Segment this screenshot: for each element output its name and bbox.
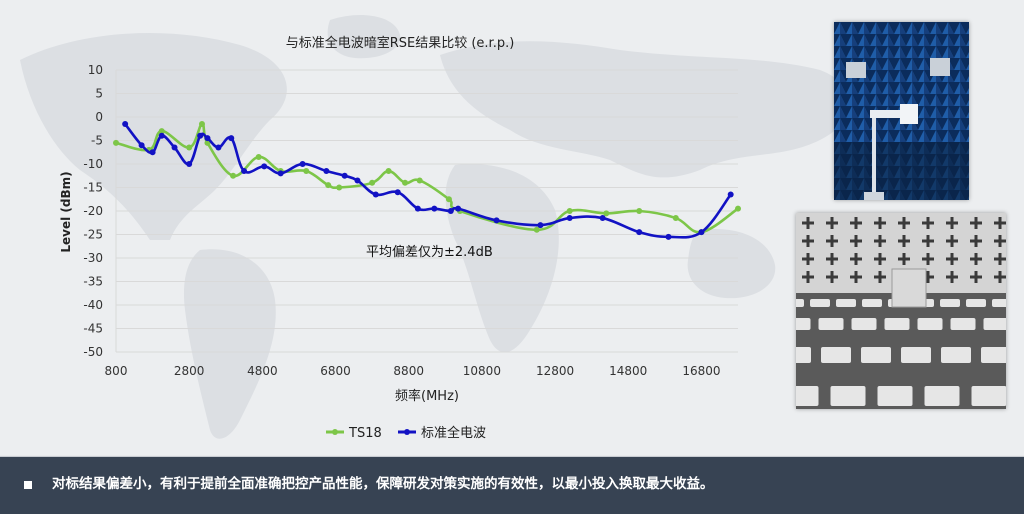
y-tick-label: -40 <box>83 298 103 312</box>
data-point-ts18 <box>402 179 409 186</box>
data-point-ts18 <box>336 184 343 191</box>
data-point-ts18 <box>735 205 741 212</box>
legend-label-ts18: TS18 <box>348 426 382 441</box>
data-point-standard <box>299 161 306 167</box>
data-point-ts18 <box>113 139 119 146</box>
x-axis-ticks: 800 2800 4800 6800 8800 10800 12800 14800 16800 <box>105 364 721 378</box>
series-line-standard <box>124 123 732 239</box>
data-point-standard <box>277 170 284 177</box>
data-point-standard <box>537 222 544 229</box>
anechoic-chamber-photo <box>834 22 969 200</box>
data-point-ts18 <box>636 208 643 214</box>
data-point-ts18 <box>445 196 452 203</box>
y-axis-ticks: 10 5 0 -5 -10 -15 -20 -25 -30 -35 -40 -45 -50 <box>83 63 103 359</box>
data-point-ts18 <box>230 172 237 179</box>
x-tick-label: 8800 <box>393 364 424 378</box>
y-tick-label: 10 <box>88 63 103 77</box>
y-tick-label: -25 <box>83 228 103 242</box>
data-point-ts18 <box>369 179 376 186</box>
data-point-standard <box>171 144 178 151</box>
data-point-standard <box>414 205 421 212</box>
data-point-standard <box>493 217 500 224</box>
x-axis-label: 频率(MHz) <box>395 388 459 404</box>
data-point-standard <box>204 135 211 142</box>
data-point-standard <box>455 205 462 212</box>
footer-text: 对标结果偏差小，有利于提前全面准确把控产品性能，保障研发对策实施的有效性，以最小… <box>52 476 714 492</box>
chart-legend: TS18 标准全电波 <box>326 425 486 441</box>
data-point-standard <box>138 142 145 149</box>
data-point-standard <box>447 208 454 214</box>
data-point-ts18 <box>672 215 679 222</box>
y-tick-label: -35 <box>83 275 103 289</box>
data-point-standard <box>599 215 606 222</box>
data-point-standard <box>228 135 235 142</box>
y-tick-label: -45 <box>83 322 103 336</box>
data-point-standard <box>698 229 705 236</box>
data-point-standard <box>636 229 643 236</box>
legend-label-standard: 标准全电波 <box>421 425 486 441</box>
data-point-standard <box>431 205 438 212</box>
data-point-ts18 <box>533 226 540 233</box>
data-point-standard <box>261 163 268 170</box>
footer-bar: 对标结果偏差小，有利于提前全面准确把控产品性能，保障研发对策实施的有效性，以最小… <box>0 456 1024 514</box>
y-tick-label: -50 <box>83 345 103 359</box>
data-point-ts18 <box>385 168 392 175</box>
data-point-ts18 <box>325 182 332 189</box>
data-point-standard <box>197 132 204 139</box>
y-tick-label: -15 <box>83 181 103 195</box>
x-tick-label: 10800 <box>463 364 501 378</box>
chart-title: 与标准全电波暗室RSE结果比较 (e.r.p.) <box>286 35 515 51</box>
shielded-room-photo <box>796 213 1006 409</box>
y-tick-label: -5 <box>91 134 103 148</box>
data-point-ts18 <box>255 153 262 160</box>
x-tick-label: 2800 <box>174 364 205 378</box>
y-axis-label: Level (dBm) <box>59 171 73 252</box>
y-tick-label: -30 <box>83 251 103 265</box>
data-point-ts18 <box>186 144 193 151</box>
y-tick-label: 0 <box>95 110 103 124</box>
data-point-standard <box>158 132 165 139</box>
data-point-ts18 <box>198 121 205 128</box>
x-tick-label: 14800 <box>609 364 647 378</box>
data-point-ts18 <box>416 177 423 184</box>
data-point-standard <box>341 172 348 179</box>
data-point-standard <box>372 191 379 198</box>
legend-marker-ts18 <box>332 429 338 435</box>
grid-lines <box>115 69 738 353</box>
x-tick-label: 6800 <box>320 364 351 378</box>
data-point-ts18 <box>158 128 165 135</box>
x-tick-label: 16800 <box>682 364 720 378</box>
data-point-standard <box>215 144 222 151</box>
data-point-standard <box>566 215 573 222</box>
x-tick-label: 800 <box>105 364 128 378</box>
data-point-standard <box>149 149 156 156</box>
y-tick-label: -20 <box>83 204 103 218</box>
data-point-standard <box>665 233 672 240</box>
data-point-ts18 <box>303 168 310 175</box>
y-tick-label: 5 <box>95 87 103 101</box>
x-tick-label: 12800 <box>536 364 574 378</box>
data-point-ts18 <box>566 208 573 214</box>
legend-marker-standard <box>404 429 410 435</box>
data-point-standard <box>186 161 193 167</box>
chart-annotation: 平均偏差仅为±2.4dB <box>366 245 493 260</box>
y-tick-label: -10 <box>83 157 103 171</box>
rse-comparison-chart: 与标准全电波暗室RSE结果比较 (e.r.p.) 10 5 0 -5 -10 -15 -20… <box>59 35 741 441</box>
x-tick-label: 4800 <box>247 364 278 378</box>
data-point-standard <box>122 121 129 128</box>
data-point-standard <box>323 168 330 175</box>
data-point-standard <box>354 177 361 184</box>
data-point-standard <box>394 189 401 196</box>
bullet-square-icon <box>24 481 32 489</box>
data-point-standard <box>727 191 734 198</box>
data-point-standard <box>241 168 248 175</box>
data-point-ts18 <box>603 210 610 217</box>
series-layer <box>113 121 741 240</box>
